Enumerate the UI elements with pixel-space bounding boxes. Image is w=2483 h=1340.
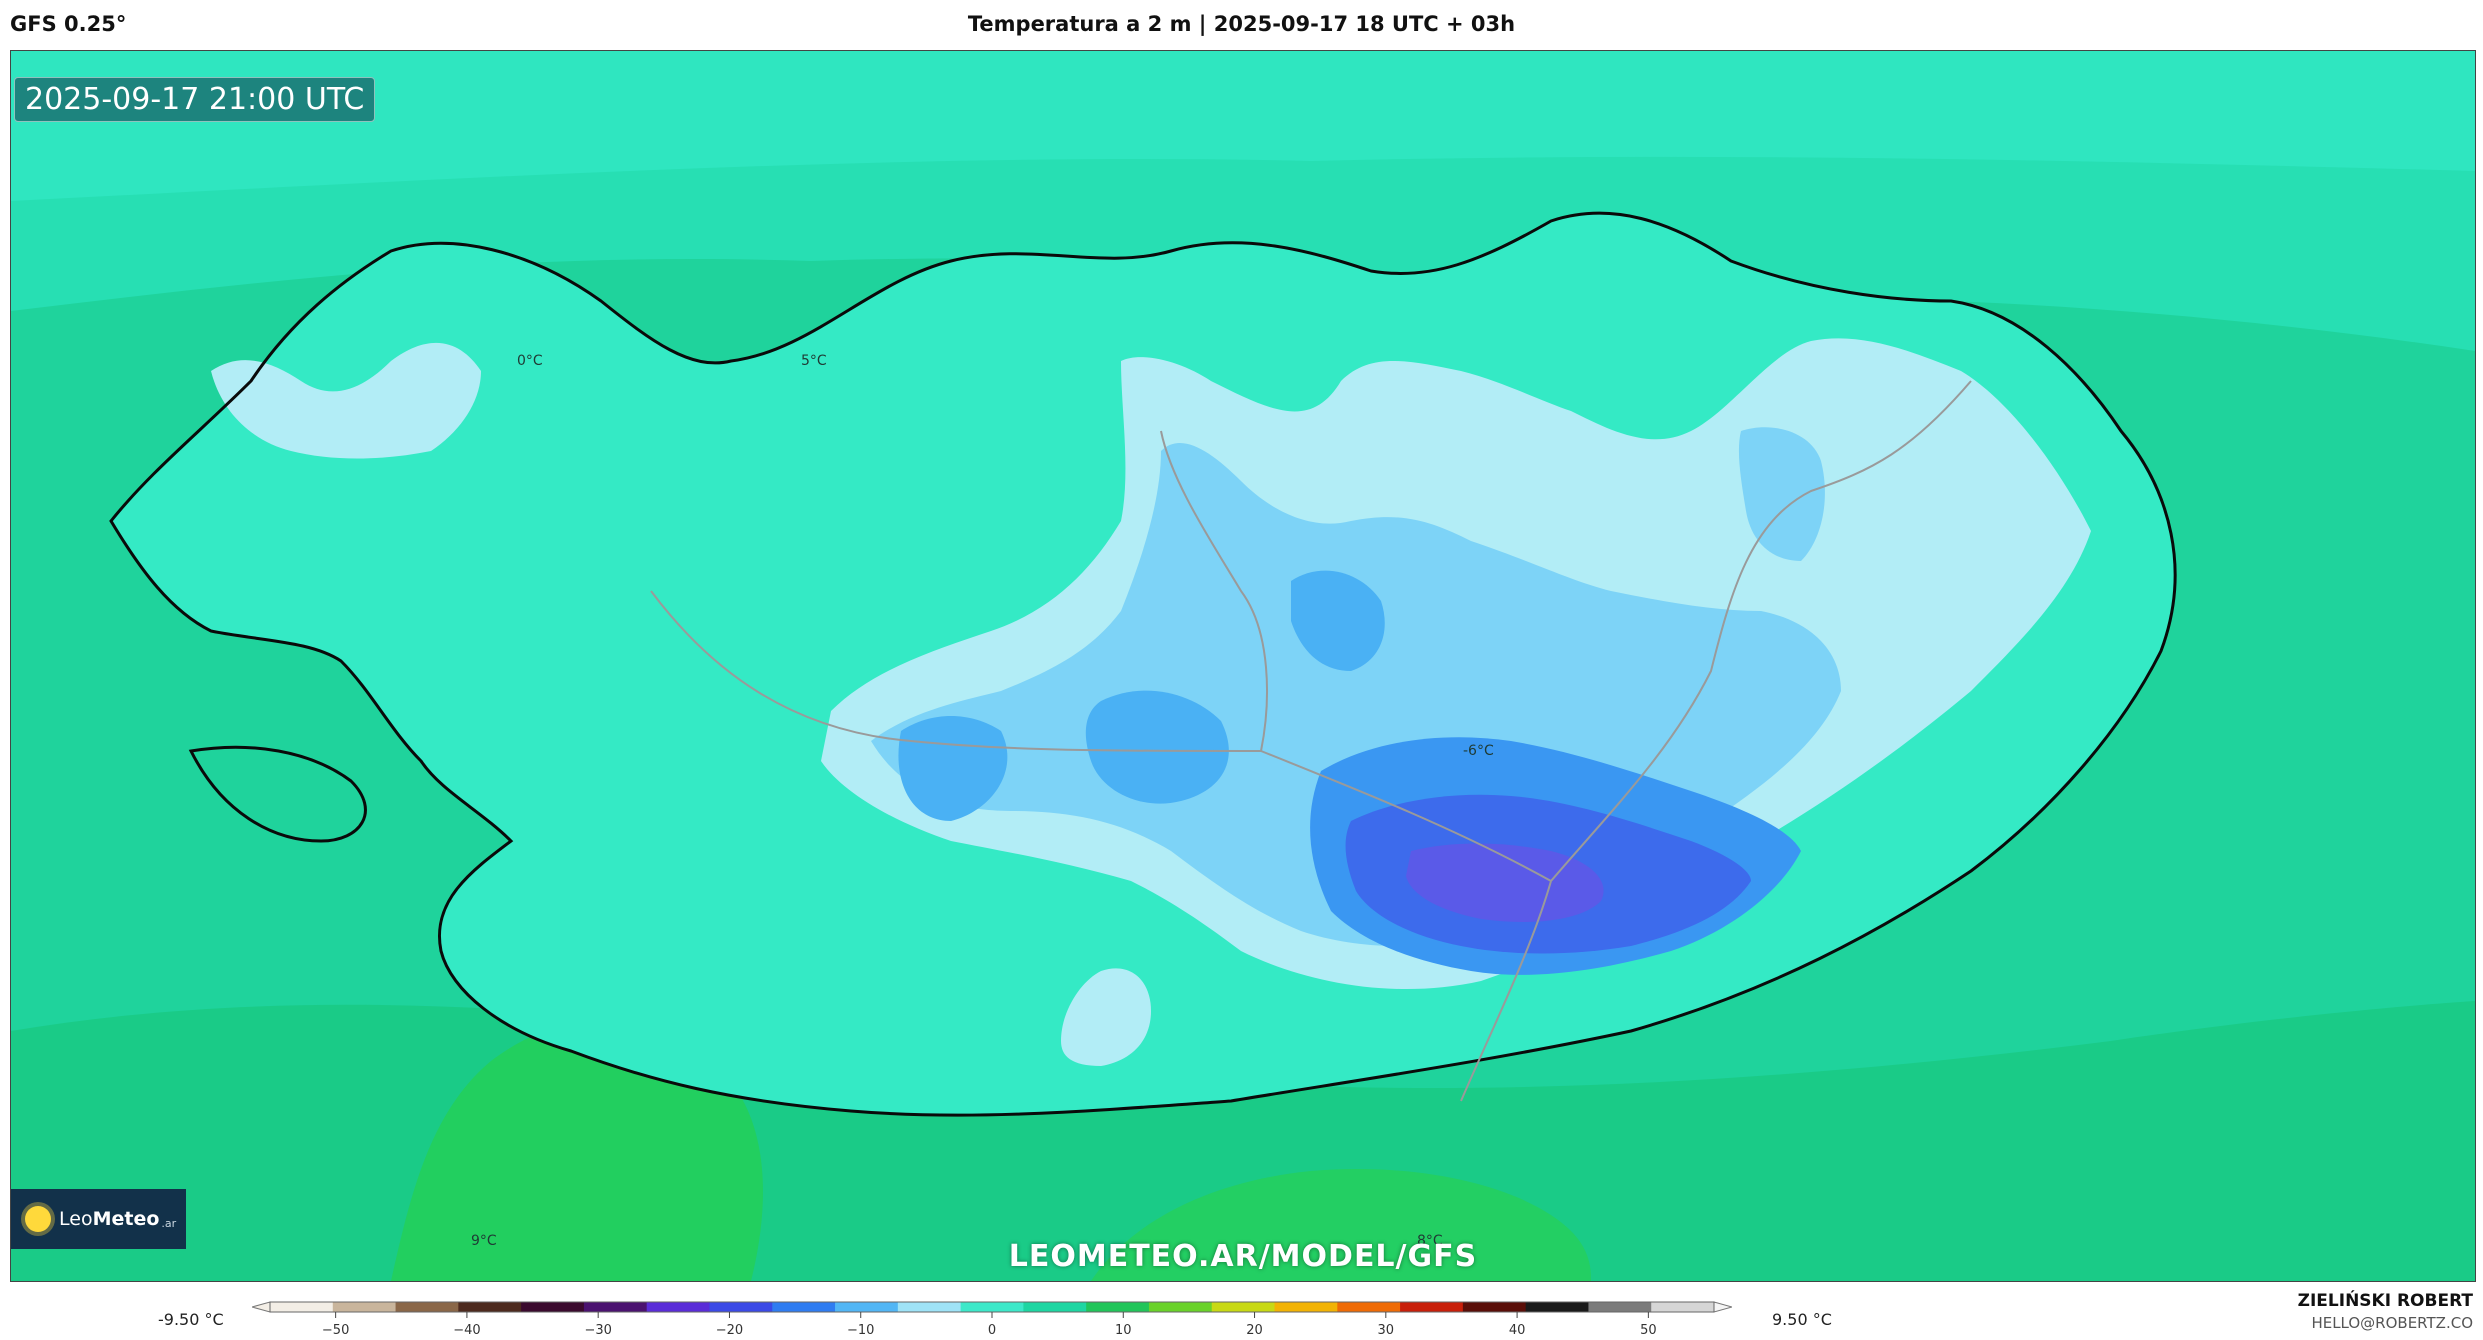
cold-zone-westfjords (211, 342, 481, 459)
colorbar-swatch (270, 1302, 334, 1312)
colorbar-swatch (332, 1302, 397, 1312)
colorbar-swatch (1525, 1302, 1590, 1312)
warm-zone-south (1091, 1169, 1591, 1281)
legend-min-label: -9.50 °C (158, 1310, 224, 1329)
colorbar-swatch (1086, 1302, 1150, 1312)
colorbar-tick-label: 30 (1378, 1323, 1395, 1338)
road-north (1160, 430, 1268, 752)
colorbar-max-arrow (1713, 1301, 1732, 1313)
cold-zone-south (1061, 968, 1151, 1066)
colorbar-swatch (960, 1302, 1024, 1312)
colorbar-tick-label: 20 (1246, 1323, 1263, 1338)
author-email[interactable]: HELLO@ROBERTZ.CO (2311, 1314, 2473, 1332)
website-watermark: LEOMETEO.AR/MODEL/GFS (1008, 1239, 1478, 1274)
cold-zone-core (1406, 843, 1604, 922)
colorbar-swatch (1274, 1302, 1338, 1312)
road-network (650, 590, 1552, 882)
temperature-map (11, 51, 2475, 1281)
colorbar-swatch (583, 1302, 648, 1312)
colorbar-ticks: −50 −40 −30 −20 −10 0 10 20 30 40 50 (322, 1312, 1657, 1338)
colorbar-swatch (1148, 1302, 1213, 1312)
colorbar-swatch (897, 1302, 962, 1312)
sun-icon (25, 1206, 51, 1232)
colorbar-swatch (395, 1302, 459, 1312)
colorbar-tick-label: 10 (1115, 1323, 1132, 1338)
colorbar-tick-label: −40 (453, 1323, 480, 1338)
colorbar-swatch (1023, 1302, 1087, 1312)
colorbar-tick-label: −50 (322, 1323, 349, 1338)
model-name: GFS 0.25° (10, 12, 127, 36)
colorbar-tick-label: −20 (716, 1323, 743, 1338)
colorbar-swatch (646, 1302, 711, 1312)
colorbar-tick-label: 0 (988, 1323, 996, 1338)
contour-label: 9°C (471, 1233, 497, 1249)
colorbar-swatch (521, 1302, 585, 1312)
colorbar-min-arrow (252, 1301, 271, 1313)
sea-far-north-band (11, 51, 2475, 201)
road-south (1460, 880, 1552, 1102)
brand-logo[interactable]: LeoMeteo .ar (11, 1189, 186, 1249)
colorbar-swatch (1211, 1302, 1276, 1312)
colorbar-tick-label: 50 (1640, 1323, 1657, 1338)
colorbar-swatch (1400, 1302, 1464, 1312)
colorbar-swatch (458, 1302, 522, 1312)
contour-label: 5°C (801, 353, 827, 369)
map-panel: 0°C 5°C -6°C 9°C 8°C 2025-09-17 21:00 UT… (10, 50, 2476, 1282)
contour-label: 0°C (517, 353, 543, 369)
colorbar-tick-label: −30 (584, 1323, 611, 1338)
author-name: ZIELIŃSKI ROBERT (2297, 1291, 2473, 1311)
colorbar-swatch (1588, 1302, 1652, 1312)
colorbar-swatch (1337, 1302, 1401, 1312)
road-east (1550, 380, 1972, 882)
colorbar: −50 −40 −30 −20 −10 0 10 20 30 40 50 (252, 1301, 1732, 1338)
valid-time-badge: 2025-09-17 21:00 UTC (14, 77, 376, 122)
colorbar-swatch (1462, 1302, 1527, 1312)
chart-title: Temperatura a 2 m | 2025-09-17 18 UTC + … (967, 12, 1516, 36)
brand-name: LeoMeteo (59, 1208, 160, 1230)
header: GFS 0.25° Temperatura a 2 m | 2025-09-17… (0, 0, 2483, 50)
brand-tld: .ar (161, 1216, 177, 1230)
coastline-west-peninsula (188, 745, 367, 843)
colorbar-tick-label: 40 (1509, 1323, 1526, 1338)
colorbar-swatch (772, 1302, 836, 1312)
colorbar-swatch (1651, 1302, 1715, 1312)
colorbar-swatch (709, 1302, 773, 1312)
legend-max-label: 9.50 °C (1772, 1310, 1832, 1329)
footer: -9.50 °C −50 −40 −30 −20 −10 0 10 20 30 40 50 9.50… (0, 1282, 2483, 1338)
contour-label: 8°C (1417, 1233, 1443, 1249)
colorbar-gradient (252, 1301, 1732, 1313)
coastline (109, 211, 2177, 1117)
colorbar-swatch (835, 1302, 899, 1312)
colorbar-tick-label: −10 (847, 1323, 874, 1338)
warm-zone-southwest (391, 1019, 763, 1281)
cold-zone-north-core (1291, 570, 1385, 671)
cold-zone-east (1738, 427, 1825, 561)
contour-label: -6°C (1463, 743, 1494, 759)
cold-zone-mid-core (1085, 690, 1229, 804)
